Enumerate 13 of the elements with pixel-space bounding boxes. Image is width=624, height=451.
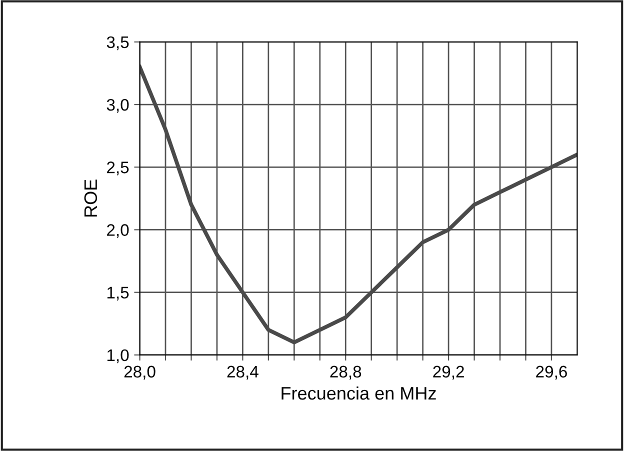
- y-tick-label: 2,5: [107, 162, 129, 176]
- y-tick-label: 1,5: [107, 286, 129, 301]
- x-tick-label: 28,0: [124, 366, 156, 380]
- x-tick-label: 28,4: [227, 366, 258, 380]
- y-axis-title: ROE: [84, 180, 98, 217]
- y-tick-label: 1,0: [107, 349, 129, 364]
- y-tick-label: 3,5: [106, 36, 129, 50]
- y-tick-label: 3,0: [106, 98, 129, 113]
- x-tick-label: 29,2: [433, 366, 464, 380]
- x-axis-title: Frecuencia en MHz: [282, 386, 436, 400]
- x-tick-label: 29,6: [536, 366, 567, 380]
- x-tick-label: 28,8: [330, 366, 362, 380]
- y-tick-label: 2,0: [107, 224, 129, 238]
